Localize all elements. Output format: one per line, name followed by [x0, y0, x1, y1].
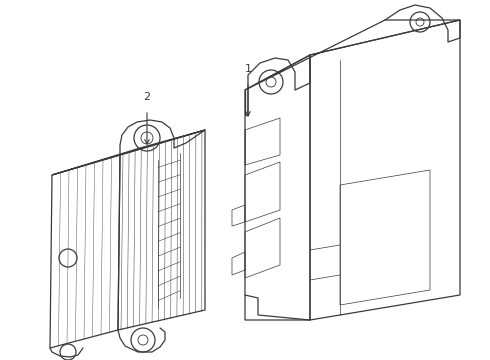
- Text: 2: 2: [144, 92, 150, 102]
- Text: 1: 1: [245, 64, 251, 74]
